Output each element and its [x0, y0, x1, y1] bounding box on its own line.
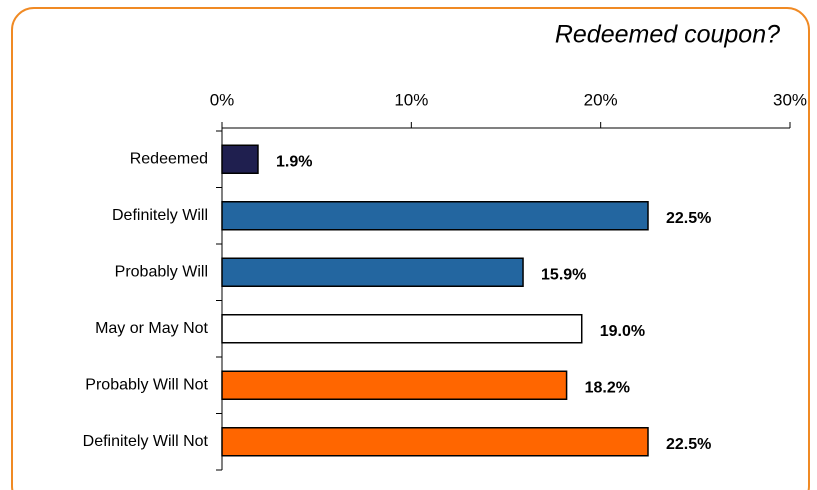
x-tick-label: 30% — [773, 90, 807, 109]
y-tick-label: May or May Not — [95, 320, 208, 337]
y-tick-label: Definitely Will Not — [83, 433, 209, 450]
x-tick-label: 0% — [210, 90, 235, 109]
value-label: 19.0% — [600, 323, 645, 340]
y-tick-label: Redeemed — [130, 150, 208, 167]
bar — [221, 257, 524, 287]
value-label: 22.5% — [666, 436, 711, 453]
bar — [221, 427, 649, 457]
bar — [221, 370, 568, 400]
y-tick-label: Definitely Will — [112, 207, 208, 224]
value-label: 15.9% — [541, 266, 586, 283]
y-tick-label: Probably Will — [115, 263, 208, 280]
value-label: 18.2% — [585, 379, 630, 396]
value-label: 1.9% — [276, 153, 312, 170]
frame — [11, 7, 810, 490]
bar — [221, 314, 583, 344]
y-tick-label: Probably Will Not — [85, 376, 208, 393]
x-tick-label: 20% — [584, 90, 618, 109]
value-label: 22.5% — [666, 210, 711, 227]
x-tick-label: 10% — [394, 90, 428, 109]
chart-title: Redeemed coupon? — [555, 21, 780, 49]
bar — [221, 201, 649, 231]
bar — [221, 144, 259, 174]
